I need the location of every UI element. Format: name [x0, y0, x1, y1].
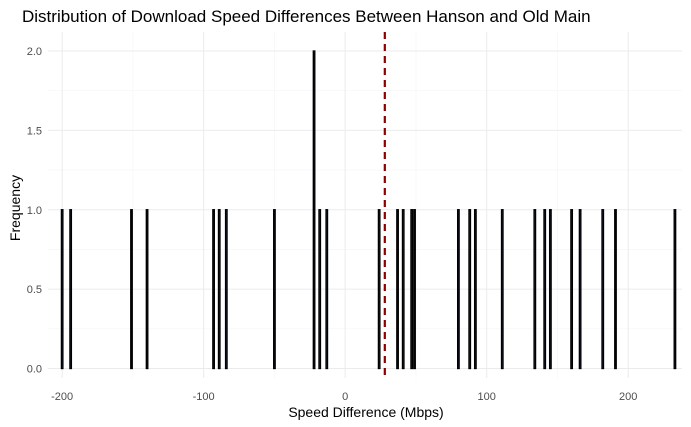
histogram-bar	[673, 209, 677, 370]
histogram-bar	[145, 209, 149, 370]
histogram-bar	[224, 209, 228, 370]
y-tick-label: 0.5	[27, 284, 42, 296]
histogram-bar	[601, 209, 605, 370]
histogram-bar	[396, 209, 399, 370]
histogram-bar	[570, 209, 574, 370]
histogram-bar	[473, 209, 477, 370]
y-tick-label: 0.0	[27, 363, 42, 375]
histogram-bar	[614, 209, 617, 370]
chart-title: Distribution of Download Speed Differenc…	[22, 7, 591, 26]
histogram-bar	[543, 209, 547, 370]
histogram-bar	[325, 209, 329, 370]
histogram-bar	[318, 209, 322, 370]
histogram-bar	[377, 209, 381, 370]
y-tick-label: 1.0	[27, 205, 42, 217]
x-tick-label: -100	[193, 391, 215, 403]
grid-lines	[48, 32, 682, 378]
x-tick-label: 200	[619, 391, 637, 403]
histogram-bar	[468, 209, 472, 370]
y-axis-label: Frequency	[7, 175, 23, 241]
histogram-bar	[130, 209, 133, 370]
histogram-bar	[273, 209, 276, 370]
histogram-bars	[60, 50, 677, 370]
x-tick-label: 100	[478, 391, 496, 403]
x-tick-label: 0	[342, 391, 348, 403]
y-axis-ticks: 0.0 0.5 1.0 1.5 2.0	[27, 46, 42, 375]
x-axis-label: Speed Difference (Mbps)	[288, 404, 443, 420]
histogram-bar	[60, 209, 64, 370]
histogram-bar	[69, 209, 73, 370]
histogram-bar	[578, 209, 582, 370]
histogram-bar	[548, 209, 552, 370]
y-tick-label: 1.5	[27, 125, 42, 137]
histogram-bar	[410, 209, 414, 370]
x-tick-label: -200	[51, 391, 73, 403]
histogram-bar	[413, 209, 416, 370]
y-tick-label: 2.0	[27, 46, 42, 58]
histogram-bar	[401, 209, 405, 370]
histogram-bar	[500, 209, 504, 370]
histogram-bar	[312, 50, 316, 370]
histogram-bar	[217, 209, 221, 370]
x-axis-ticks: -200 -100 0 100 200	[51, 391, 637, 403]
histogram-bar	[212, 209, 215, 370]
histogram-bar	[456, 209, 460, 370]
histogram-bar	[533, 209, 537, 370]
